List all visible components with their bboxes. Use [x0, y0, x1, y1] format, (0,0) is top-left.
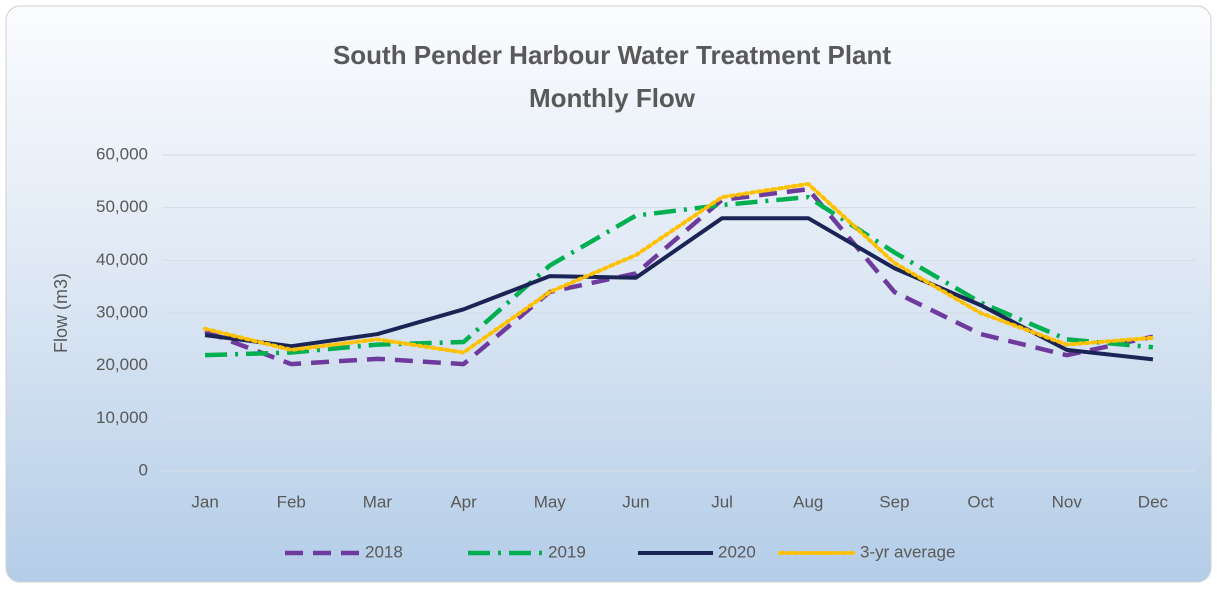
x-tick-label: Dec — [1138, 492, 1169, 511]
x-tick-label: Aug — [793, 492, 823, 511]
legend-label: 3-yr average — [860, 542, 955, 561]
series-line — [205, 194, 1154, 358]
y-tick-label: 20,000 — [96, 355, 148, 374]
y-axis-label: Flow (m3) — [51, 273, 71, 353]
series-line — [204, 186, 1154, 367]
legend-label: 2018 — [365, 542, 403, 561]
chart-background — [5, 5, 1212, 583]
y-tick-label: 40,000 — [96, 250, 148, 269]
x-tick-label: Apr — [450, 492, 477, 511]
x-tick-label: May — [534, 492, 567, 511]
x-tick-label: Feb — [277, 492, 306, 511]
x-tick-label: Mar — [363, 492, 393, 511]
series-line — [204, 216, 1154, 362]
x-tick-label: Jan — [191, 492, 218, 511]
x-tick-label: Jul — [711, 492, 733, 511]
chart-subtitle: Monthly Flow — [529, 83, 696, 113]
y-tick-label: 10,000 — [96, 408, 148, 427]
legend-label: 2020 — [718, 542, 756, 561]
x-tick-label: Oct — [967, 492, 994, 511]
chart-title: South Pender Harbour Water Treatment Pla… — [333, 40, 891, 70]
y-tick-label: 30,000 — [96, 302, 148, 321]
y-tick-label: 50,000 — [96, 197, 148, 216]
x-tick-label: Nov — [1052, 492, 1083, 511]
y-tick-label: 0 — [139, 460, 148, 479]
series-line — [203, 181, 1155, 355]
x-tick-label: Sep — [879, 492, 909, 511]
legend-label: 2019 — [548, 542, 586, 561]
y-tick-label: 60,000 — [96, 144, 148, 163]
x-tick-label: Jun — [622, 492, 649, 511]
